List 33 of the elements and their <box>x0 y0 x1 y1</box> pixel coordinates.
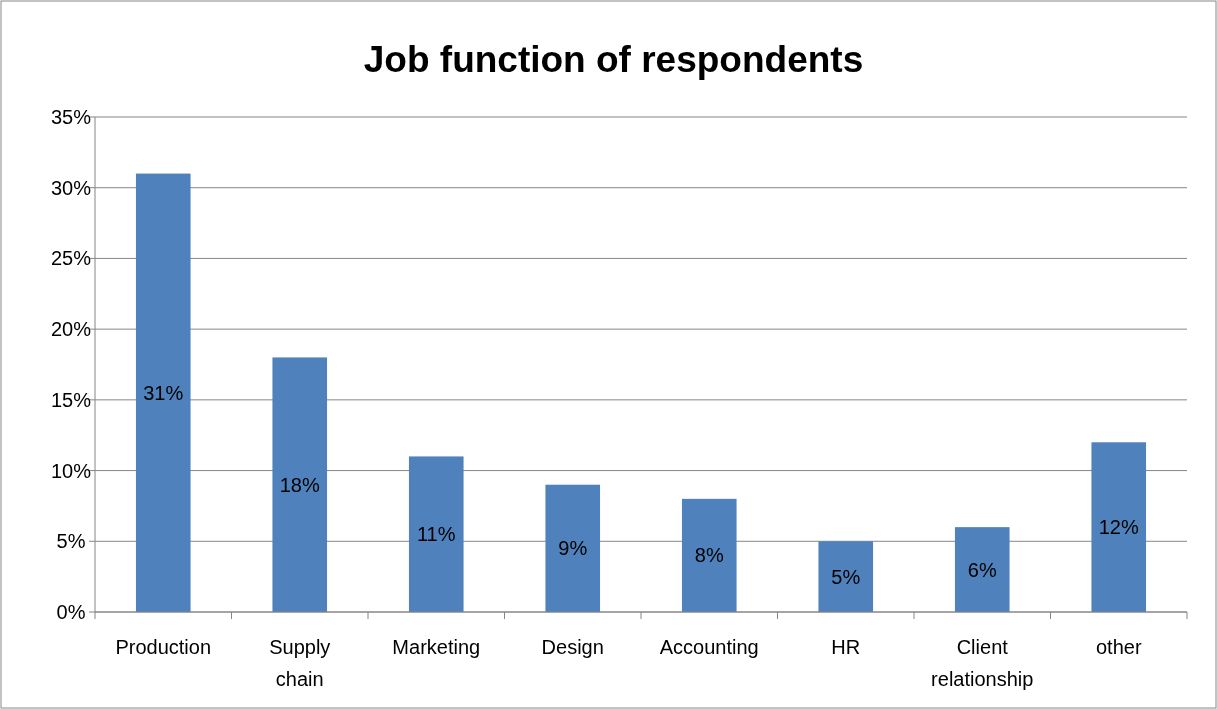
data-label: 8% <box>694 544 724 567</box>
y-tick-label: 0% <box>56 601 86 623</box>
data-label: 18% <box>279 473 320 496</box>
y-tick-label: 5% <box>56 530 86 553</box>
y-tick-label: 10% <box>50 459 92 482</box>
data-label: 9% <box>558 537 588 560</box>
data-label: 6% <box>967 558 997 581</box>
y-tick-label: 25% <box>50 247 92 270</box>
bar <box>545 484 601 612</box>
x-tick-label: Accounting <box>659 636 759 658</box>
bar <box>818 541 874 612</box>
y-tick-label: 35% <box>50 106 92 128</box>
x-tick-label: Client relationship <box>931 636 1034 690</box>
bar <box>954 527 1010 612</box>
bar <box>272 357 328 612</box>
data-label: 5% <box>831 565 861 588</box>
y-tick-label: 20% <box>50 318 92 341</box>
y-tick-label: 15% <box>50 388 92 411</box>
bar <box>408 456 464 612</box>
chart-title: Job function of respondents <box>363 39 864 80</box>
data-label: 31% <box>143 381 184 404</box>
bar <box>135 173 191 612</box>
x-tick-label: Marketing <box>392 636 481 658</box>
data-label: 12% <box>1098 516 1139 539</box>
x-tick-label: HR <box>831 636 861 658</box>
x-tick-label: other <box>1095 636 1142 658</box>
bar <box>681 498 737 612</box>
x-tick-label: Supply chain <box>269 636 331 690</box>
bar <box>1091 442 1147 612</box>
x-tick-label: Production <box>115 636 212 658</box>
x-tick-label: Design <box>541 636 604 658</box>
y-tick-label: 30% <box>50 176 92 199</box>
data-label: 11% <box>416 523 456 546</box>
